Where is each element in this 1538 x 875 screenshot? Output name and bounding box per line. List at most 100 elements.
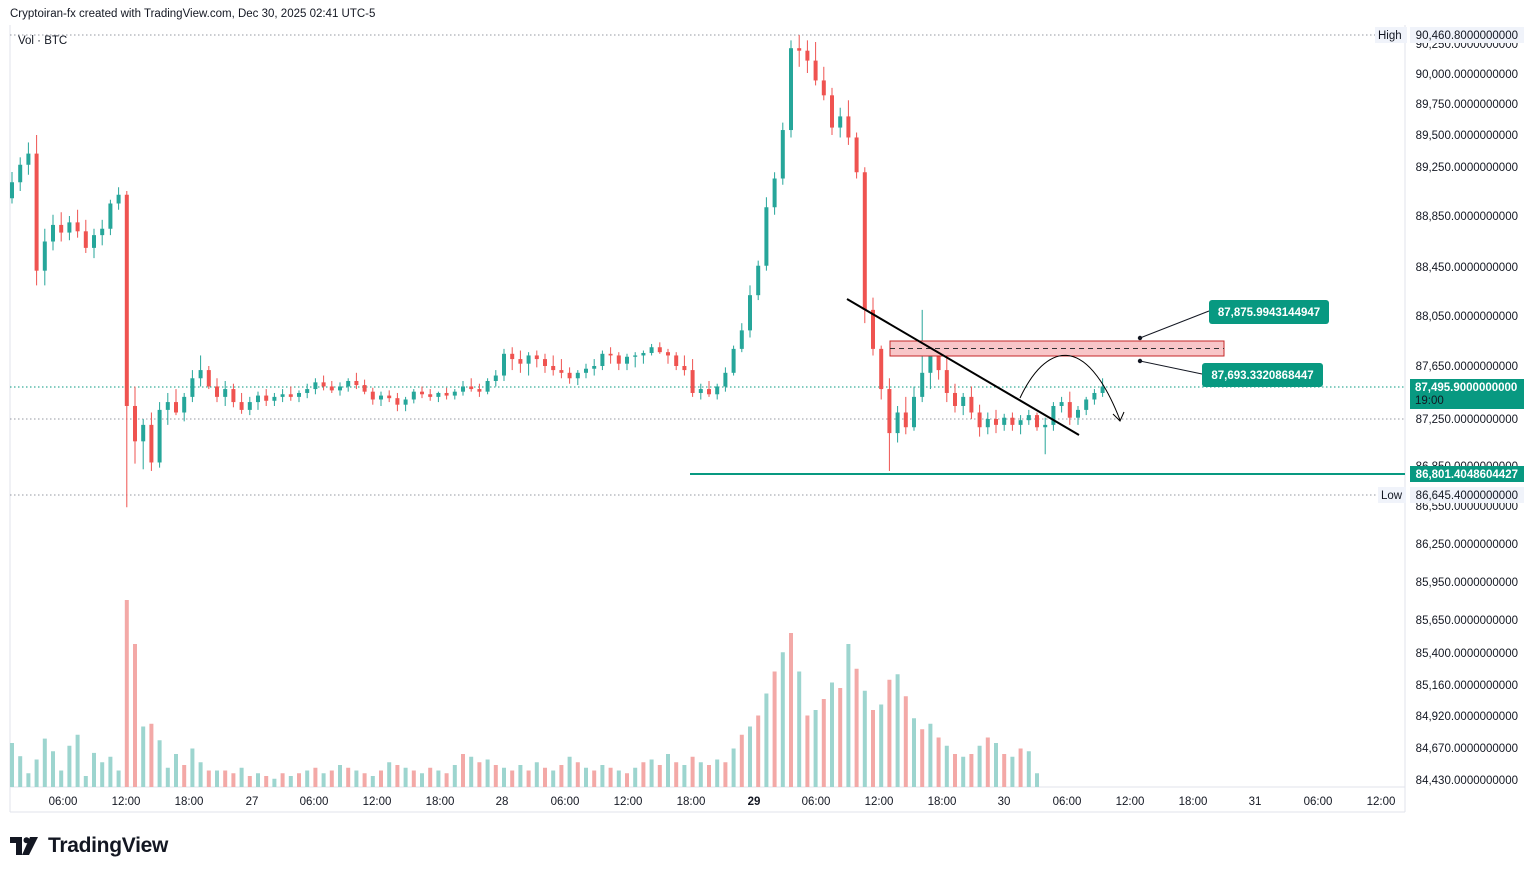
volume-bar <box>575 762 580 787</box>
volume-bar <box>567 756 572 787</box>
volume-bar <box>206 770 211 787</box>
volume-bar <box>657 765 662 787</box>
candle-body <box>715 386 720 395</box>
candle-body <box>608 353 613 356</box>
volume-bar <box>256 773 260 787</box>
volume-bar <box>797 671 802 787</box>
zone-top-callout-box <box>1209 300 1329 324</box>
candle-body <box>59 224 64 233</box>
tradingview-logo[interactable]: TradingView <box>10 833 168 859</box>
candle-body <box>1035 415 1039 428</box>
candle-body <box>165 402 170 410</box>
candle-body <box>985 419 990 428</box>
price-tick-label: 89,750.0000000000 <box>1416 99 1518 111</box>
drawing-overlays: 87,875.9943144947 87,693.3320868447 <box>690 298 1405 475</box>
price-tick-label: 87,250.0000000000 <box>1416 414 1518 426</box>
volume-bar <box>10 743 14 787</box>
last-price-tag-bg <box>1410 379 1524 409</box>
candle-body <box>977 412 982 428</box>
volume-bar <box>723 762 728 787</box>
candle-body <box>190 378 195 397</box>
volume-bar <box>748 726 752 787</box>
candle-body <box>633 355 638 357</box>
volume-bar <box>75 734 80 787</box>
candle-body <box>600 353 605 366</box>
volume-bar <box>338 765 342 787</box>
volume-bar <box>862 690 867 787</box>
volume-bar <box>51 751 55 787</box>
volume-bar <box>551 770 556 787</box>
volume-bar <box>600 765 605 787</box>
candle-body <box>223 389 228 397</box>
price-tick-label: 88,450.0000000000 <box>1416 262 1518 274</box>
candle-body <box>387 395 392 399</box>
time-tick-label: 18:00 <box>426 796 455 808</box>
volume-bar <box>264 776 269 787</box>
low-label-bg <box>1378 487 1406 503</box>
volume-bar <box>830 682 834 787</box>
price-tick-label: 88,050.0000000000 <box>1416 311 1518 323</box>
volume-bar <box>1035 773 1039 787</box>
time-tick-label: 06:00 <box>300 796 329 808</box>
candle-body <box>313 382 318 390</box>
candle-body <box>592 366 597 369</box>
volume-bar <box>182 765 187 787</box>
candle-body <box>1051 405 1056 425</box>
volume-bar <box>985 737 990 787</box>
volume-bar <box>903 696 908 787</box>
price-tick-label: 90,000.0000000000 <box>1416 69 1518 81</box>
time-tick-label: 06:00 <box>1304 796 1333 808</box>
candle-body <box>887 389 892 434</box>
volume-bar <box>633 767 638 787</box>
time-tick-label: 12:00 <box>112 796 141 808</box>
candle-body <box>1043 424 1048 428</box>
candle-body <box>411 391 416 400</box>
volume-bar <box>100 762 105 787</box>
candle-body <box>485 380 490 392</box>
candle-body <box>10 182 14 199</box>
zone-top-callout-anchor <box>1137 335 1143 341</box>
candle-body <box>821 80 826 96</box>
candle-body <box>329 386 334 391</box>
time-tick-label: 28 <box>496 796 509 808</box>
candle-body <box>641 352 646 356</box>
candle-body <box>731 348 736 373</box>
candle-body <box>493 375 498 381</box>
volume-bar <box>756 715 761 787</box>
volume-bar <box>838 688 843 787</box>
candle-body <box>994 419 998 425</box>
volume-bars <box>10 600 1039 787</box>
volume-bar <box>715 759 720 787</box>
candle-body <box>51 224 55 242</box>
volume-bar <box>428 767 433 787</box>
candle-body <box>739 330 744 349</box>
volume-bar <box>1026 751 1031 787</box>
volume-bar <box>395 765 400 787</box>
volume-bar <box>247 776 252 787</box>
candle-body <box>26 153 31 165</box>
high-label-bg <box>1375 27 1407 43</box>
volume-bar <box>543 767 547 787</box>
volume-bar <box>1018 748 1023 787</box>
volume-bar <box>994 743 998 787</box>
candle-body <box>403 399 408 405</box>
high-price-tag: 90,460.8000000000 <box>1416 30 1518 42</box>
candle-body <box>452 391 457 396</box>
volume-bar <box>920 729 925 787</box>
time-tick-label: 06:00 <box>1053 796 1082 808</box>
volume-bar <box>34 759 39 787</box>
candle-body <box>469 386 474 390</box>
volume-bar <box>149 723 154 787</box>
candle-body <box>616 355 621 364</box>
volume-bar <box>625 773 629 787</box>
volume-bar <box>124 600 129 787</box>
volume-legend[interactable]: Vol · BTC <box>18 35 68 47</box>
volume-bar <box>387 762 392 787</box>
candle-body <box>518 359 523 364</box>
candle-body <box>502 353 506 376</box>
candle-body <box>584 368 588 373</box>
volume-bar <box>805 715 810 787</box>
time-tick-label: 12:00 <box>363 796 392 808</box>
candle-body <box>813 60 818 81</box>
